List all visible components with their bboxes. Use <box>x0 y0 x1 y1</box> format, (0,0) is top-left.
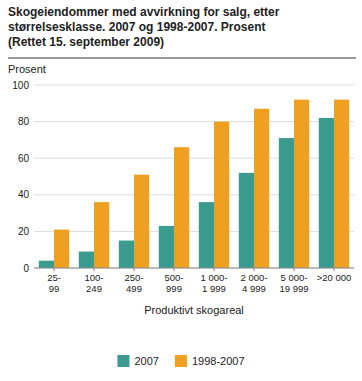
bar <box>279 138 294 268</box>
x-tick-label-line: 99 <box>49 283 60 294</box>
title-line: størrelsesklasse. 2007 og 1998-2007. Pro… <box>8 20 266 34</box>
grid-line <box>34 268 354 269</box>
x-tick-label-line: 500- <box>164 272 183 283</box>
y-tick-label: 0 <box>23 263 29 274</box>
legend-label: 2007 <box>134 355 158 367</box>
x-axis-line <box>34 268 354 269</box>
y-tick-label: 20 <box>18 226 30 237</box>
x-tick-label: >20 000 <box>317 272 352 283</box>
bar <box>254 109 269 268</box>
y-tick-label: 80 <box>18 116 30 127</box>
x-tick <box>334 268 335 271</box>
legend-swatch <box>117 355 129 367</box>
x-tick-label-line: 2 000- <box>241 272 268 283</box>
x-tick-label-line: 999 <box>166 283 182 294</box>
x-tick-label: 1 000-1 999 <box>201 272 228 294</box>
x-tick-label-line: 1 000- <box>201 272 228 283</box>
x-tick <box>94 268 95 271</box>
legend: 2007 1998-2007 <box>117 355 244 367</box>
x-tick <box>54 268 55 271</box>
bar <box>134 175 149 268</box>
x-tick-label-line: 5 000- <box>281 272 308 283</box>
bar <box>159 226 174 268</box>
bar <box>334 100 349 268</box>
title-line: Skogeiendommer med avvirkning for salg, … <box>8 5 280 19</box>
bar <box>199 202 214 268</box>
x-tick-label-line: 19 999 <box>279 283 308 294</box>
bar <box>119 241 134 268</box>
subtitle: (Rettet 15. september 2009) <box>8 35 164 49</box>
x-tick-label-line: 4 999 <box>242 283 266 294</box>
chart: Skogeiendommer med avvirkning for salg, … <box>0 0 362 381</box>
x-tick-label: 2 000-4 999 <box>241 272 268 294</box>
x-tick <box>134 268 135 271</box>
bar <box>214 122 229 268</box>
page: {"chart_data": {"type": "bar", "title": … <box>0 0 362 381</box>
title: Skogeiendommer med avvirkning for salg, … <box>8 5 280 34</box>
x-tick-label-line: 1 999 <box>202 283 226 294</box>
bar <box>39 261 54 268</box>
x-tick <box>294 268 295 271</box>
x-tick-label-line: 499 <box>126 283 142 294</box>
y-axis-label: Prosent <box>8 63 46 75</box>
grid-line <box>34 85 354 86</box>
x-tick-label-line: 25- <box>47 272 61 283</box>
legend-swatch <box>175 355 187 367</box>
x-tick <box>254 268 255 271</box>
x-tick <box>174 268 175 271</box>
y-tick-label: 60 <box>18 153 30 164</box>
x-tick-label: 500-999 <box>164 272 183 294</box>
legend-label: 1998-2007 <box>192 355 245 367</box>
bar <box>174 147 189 268</box>
x-tick-label-line: >20 000 <box>317 272 352 283</box>
bar <box>54 230 69 268</box>
bar <box>94 202 109 268</box>
x-tick-label: 100-249 <box>84 272 103 294</box>
x-tick-label: 25-99 <box>47 272 61 294</box>
y-tick-label: 100 <box>12 80 29 91</box>
bars <box>39 100 349 268</box>
x-tick <box>214 268 215 271</box>
y-tick-label: 40 <box>18 189 30 200</box>
x-axis-label: Produktivt skogareal <box>144 304 244 316</box>
bar <box>239 173 254 268</box>
x-tick-label: 250-499 <box>124 272 143 294</box>
x-tick-label-line: 249 <box>86 283 102 294</box>
bar <box>294 100 309 268</box>
x-tick-label: 5 000-19 999 <box>279 272 308 294</box>
separator <box>8 58 356 59</box>
x-tick-label-line: 100- <box>84 272 103 283</box>
x-tick-label-line: 250- <box>124 272 143 283</box>
bar <box>79 252 94 268</box>
bar <box>319 118 334 268</box>
